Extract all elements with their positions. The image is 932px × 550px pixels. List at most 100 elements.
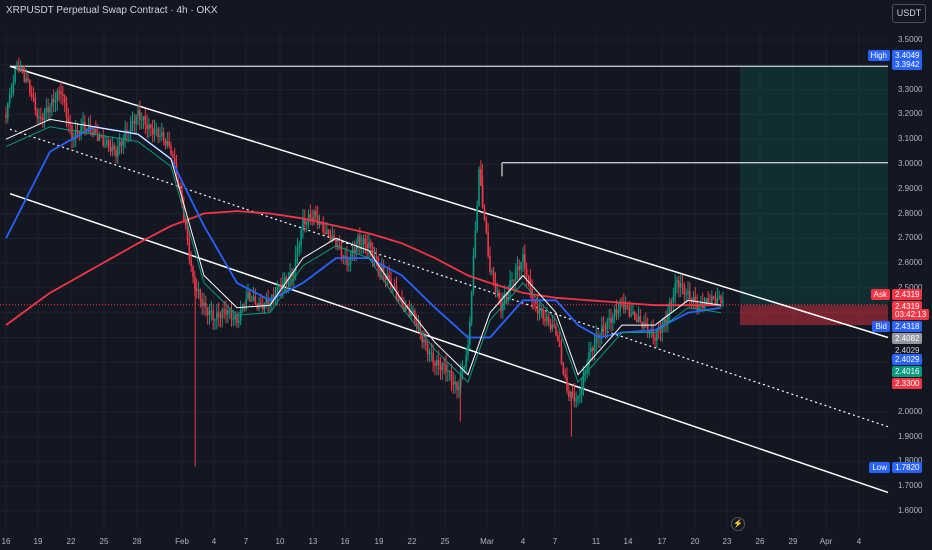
sma-slow-line: [5, 210, 721, 326]
candle: [612, 316, 614, 324]
candle: [137, 110, 139, 116]
candle: [122, 139, 125, 146]
candle: [107, 140, 110, 149]
candle: [681, 283, 684, 286]
candle: [705, 298, 708, 305]
price-label: 2.4082: [892, 333, 923, 344]
candle: [82, 121, 84, 126]
candle: [670, 302, 673, 304]
candle: [241, 307, 244, 310]
candle: [458, 386, 460, 390]
candle: [368, 242, 370, 249]
candle: [516, 266, 519, 270]
y-tick-label: 1.7000: [898, 481, 923, 491]
x-tick-label: 19: [374, 537, 384, 546]
candle: [282, 282, 284, 290]
candle: [375, 256, 378, 258]
candle: [373, 256, 376, 258]
candle: [135, 115, 137, 125]
price-label: 2.4319: [892, 301, 923, 312]
candle: [63, 95, 66, 103]
x-tick-label: Mar: [480, 537, 494, 546]
candle: [293, 270, 295, 277]
candle: [503, 293, 506, 303]
x-tick-label: 4: [856, 537, 862, 546]
candle: [30, 93, 33, 97]
candle: [238, 320, 240, 323]
candle: [452, 381, 455, 385]
candle: [557, 335, 559, 342]
candle: [454, 381, 456, 385]
candle: [300, 230, 302, 245]
candle: [623, 302, 625, 310]
candle: [645, 322, 647, 325]
candle: [626, 304, 629, 307]
y-tick-label: 3.5000: [898, 35, 923, 44]
candle: [67, 117, 70, 123]
price-label: 3.3942: [892, 59, 923, 70]
candle: [265, 299, 268, 303]
candle: [322, 222, 324, 233]
target-zone: [740, 67, 888, 306]
candle: [483, 208, 486, 221]
candle: [412, 310, 414, 313]
candle: [639, 316, 642, 322]
candle: [689, 290, 691, 300]
candle: [520, 261, 522, 270]
candle: [624, 304, 627, 310]
candle: [474, 230, 477, 256]
candle: [252, 296, 255, 301]
price-label-tag: Ask: [870, 289, 890, 300]
candle: [709, 303, 711, 305]
candle: [195, 288, 198, 291]
lightning-icon[interactable]: ⚡: [731, 517, 745, 531]
candle: [401, 297, 403, 307]
symbol-title: XRPUSDT Perpetual Swap Contract · 4h · O…: [6, 5, 218, 16]
candle: [571, 391, 574, 393]
candle: [98, 136, 101, 141]
candle: [302, 218, 304, 231]
candle: [656, 330, 658, 341]
candle: [236, 315, 238, 323]
candle: [397, 297, 400, 301]
price-label: 2.4318: [892, 321, 923, 332]
candle: [23, 73, 26, 82]
candle: [575, 398, 577, 402]
y-tick-label: 1.8000: [898, 456, 923, 466]
candle: [685, 293, 687, 295]
candle: [7, 103, 9, 118]
candle: [595, 334, 598, 344]
candle: [415, 322, 418, 327]
candle: [527, 276, 530, 278]
candle: [111, 145, 114, 152]
candle: [476, 205, 478, 231]
candle: [360, 243, 363, 245]
candle: [146, 124, 148, 130]
candle: [536, 303, 539, 314]
candle: [76, 129, 79, 131]
candle: [19, 67, 22, 72]
candle: [164, 140, 167, 146]
candle: [711, 296, 713, 304]
candle: [546, 316, 548, 322]
y-tick-label: 1.9000: [898, 431, 923, 441]
candle: [214, 319, 216, 321]
candle: [100, 136, 103, 138]
candle: [80, 125, 82, 134]
candle: [632, 311, 634, 315]
candle: [27, 78, 29, 81]
candle: [366, 244, 368, 249]
currency-button[interactable]: USDT: [892, 4, 926, 23]
candle: [192, 266, 194, 277]
candle: [210, 310, 213, 312]
candle: [131, 121, 134, 123]
candle: [674, 283, 676, 297]
candle: [502, 302, 504, 312]
candle: [287, 280, 290, 284]
candle: [250, 300, 253, 302]
candle: [542, 309, 544, 319]
candle: [524, 254, 526, 269]
candle: [634, 311, 636, 320]
candle: [606, 320, 609, 330]
